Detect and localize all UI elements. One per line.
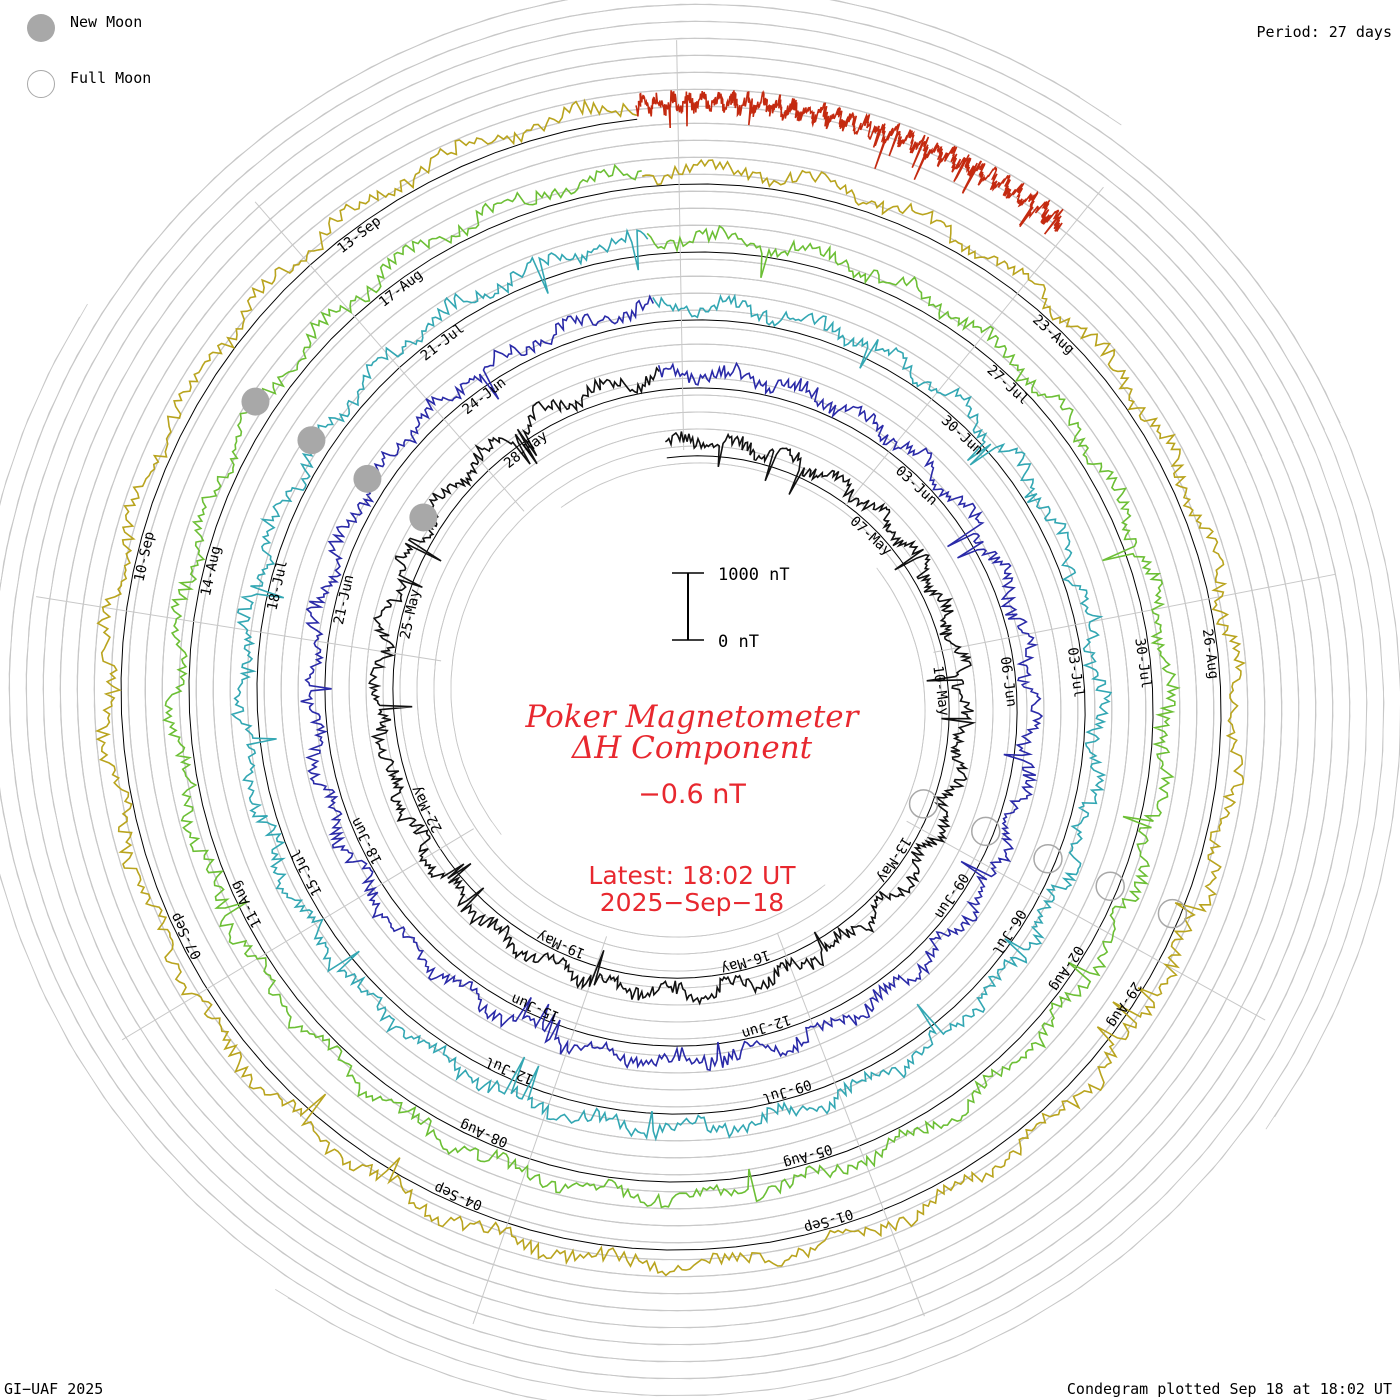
credit-label: GI−UAF 2025	[4, 1380, 104, 1398]
full-moon-marker	[1157, 898, 1188, 929]
new-moon-marker	[353, 464, 382, 493]
full-moon-marker	[1033, 844, 1063, 874]
series-line-03-May	[368, 366, 977, 1006]
date-label: 29-Aug	[1104, 979, 1144, 1030]
radial-tick	[777, 933, 925, 1317]
date-label: 08-Aug	[458, 1116, 511, 1150]
series-line-26-Jun	[230, 228, 1113, 1142]
grid-spiral	[9, 3, 1400, 1363]
date-label: 18-Jun	[348, 815, 386, 867]
grid-spiral	[0, 0, 1351, 1380]
latest-time: Latest: 18:02 UT	[588, 861, 796, 890]
date-label: 17-Aug	[376, 267, 426, 311]
plotted-timestamp: Condegram plotted Sep 18 at 18:02 UT	[1066, 1380, 1392, 1398]
series-line-30-May	[300, 294, 1044, 1072]
full-moon-icon	[27, 70, 55, 98]
date-label: 15-Jul	[288, 846, 326, 898]
period-label: Period: 27 days	[1256, 23, 1392, 41]
date-label: 09-Jun	[931, 870, 971, 921]
new-moon-marker	[409, 503, 438, 532]
chart-title: Poker Magnetometer	[525, 699, 861, 735]
date-label: 01-Sep	[802, 1205, 855, 1236]
series-layer	[95, 90, 1246, 1277]
date-label: 03-Jul	[1064, 646, 1087, 698]
scale-bottom-label: 0 nT	[718, 632, 759, 652]
scale-bar: 1000 nT 0 nT	[672, 565, 790, 652]
date-label: 16-May	[719, 946, 772, 977]
full-moon-marker	[1095, 871, 1125, 901]
new-moon-icon	[27, 14, 55, 42]
legend-new-moon: New Moon	[70, 13, 143, 31]
date-label: 14-Aug	[198, 545, 224, 598]
radial-tick	[933, 573, 1336, 653]
new-moon-marker	[241, 387, 270, 416]
date-label: 10-May	[929, 665, 952, 717]
date-label: 18-Jul	[265, 559, 291, 612]
date-label: 26-Aug	[1199, 628, 1222, 680]
new-moon-marker	[297, 426, 326, 455]
grid-spiral	[0, 0, 1351, 1379]
date-label: 09-Jul	[760, 1076, 813, 1107]
radial-tick	[472, 936, 608, 1325]
current-value: −0.6 nT	[638, 779, 746, 810]
scale-top-label: 1000 nT	[718, 565, 790, 585]
date-label: 10-Sep	[132, 530, 158, 583]
radial-tick	[121, 828, 474, 1041]
grid-spiral	[25, 20, 1325, 1346]
chart-subtitle: ΔH Component	[571, 730, 813, 766]
series-line-19-Aug	[95, 98, 1246, 1277]
series-line-15-Sep	[635, 90, 1064, 235]
radial-tick	[844, 186, 1104, 507]
full-moon-marker	[971, 816, 1001, 847]
baseline-spiral	[120, 118, 1222, 1251]
full-moon-marker	[908, 789, 939, 819]
latest-date: 2025−Sep−18	[600, 888, 784, 917]
date-label: 12-Jun	[740, 1011, 793, 1042]
radial-tick	[254, 201, 525, 512]
grid-spiral	[26, 20, 1385, 1400]
date-label: 21-Jul	[418, 321, 468, 365]
date-label: 07-Sep	[168, 910, 206, 962]
date-label: 11-Aug	[228, 878, 266, 930]
legend-full-moon: Full Moon	[70, 69, 152, 87]
date-label: 30-Jul	[1131, 637, 1154, 689]
date-label: 06-Jun	[997, 656, 1020, 708]
date-label: 06-Jul	[989, 906, 1029, 957]
date-label: 22-May	[408, 783, 446, 835]
radial-tick	[906, 820, 1266, 1021]
series-line-23-Jul	[161, 163, 1181, 1209]
date-label: 04-Sep	[432, 1179, 485, 1213]
grid-spiral	[0, 0, 1351, 1380]
